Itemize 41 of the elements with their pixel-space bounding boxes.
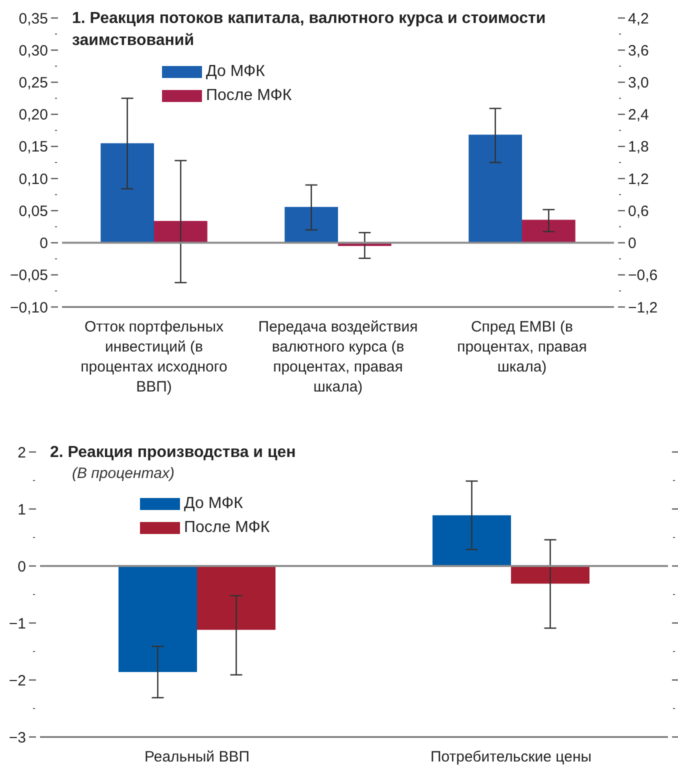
y2-tick-label: 1,2 xyxy=(628,170,649,188)
y-tick-label: 0,25 xyxy=(18,74,48,92)
y2-tick-label: 4,2 xyxy=(628,10,649,28)
y2-tick-label: 0 xyxy=(628,235,636,252)
y-tick-label: −1 xyxy=(8,615,26,632)
y-tick-label: 2 xyxy=(18,444,26,462)
chart-title: 2. Реакция производства и цен xyxy=(50,443,297,463)
y-tick-label: −2 xyxy=(8,672,26,690)
bar xyxy=(284,206,338,243)
x-tick-label: Спред EMBI (в процентах, правая шкала) xyxy=(457,318,587,376)
x-tick-label: Реальный ВВП xyxy=(144,748,250,766)
bar xyxy=(468,134,522,243)
text: (В процентах) xyxy=(72,464,176,484)
legend-label: После МФК xyxy=(206,87,292,105)
x-tick-label: Передача воздействия валютного курса (в процентах, правая шкала) xyxy=(258,318,418,396)
y-tick-label: 0,35 xyxy=(18,10,48,28)
y-tick-label: 0,30 xyxy=(18,42,48,60)
y-tick-label: −3 xyxy=(8,729,26,746)
y2-tick-label: 3,0 xyxy=(628,74,649,92)
y-tick-label: 0 xyxy=(40,235,48,252)
y2-tick-label: 0,6 xyxy=(628,202,649,220)
y-tick-label: 1 xyxy=(18,501,26,518)
legend-label: После МФК xyxy=(184,519,270,537)
y2-tick-label: −0,6 xyxy=(628,267,658,284)
y-tick-label: −0,10 xyxy=(10,299,48,316)
y-tick-label: 0,05 xyxy=(18,202,48,220)
y-tick-label: −0,05 xyxy=(10,267,48,284)
bar xyxy=(522,220,576,243)
y2-tick-label: −1,2 xyxy=(628,299,658,316)
x-tick-label: Потребительские цены xyxy=(430,748,592,766)
y-tick-label: 0,10 xyxy=(18,170,48,188)
legend-label: До МФК xyxy=(206,63,265,81)
chart-title: 1. Реакция потоков капитала, валютного курса и стоимости заимствований xyxy=(72,9,547,51)
y-tick-label: 0,15 xyxy=(18,138,48,156)
y2-tick-label: 1,8 xyxy=(628,138,649,156)
y2-tick-label: 3,6 xyxy=(628,42,649,60)
y-tick-label: 0 xyxy=(18,558,26,576)
legend-label: До МФК xyxy=(184,495,243,513)
y2-tick-label: 2,4 xyxy=(628,106,649,124)
y-tick-label: 0,20 xyxy=(18,106,48,124)
x-tick-label: Отток портфельных инвестиций (в процентах исходного ВВП) xyxy=(80,318,228,396)
